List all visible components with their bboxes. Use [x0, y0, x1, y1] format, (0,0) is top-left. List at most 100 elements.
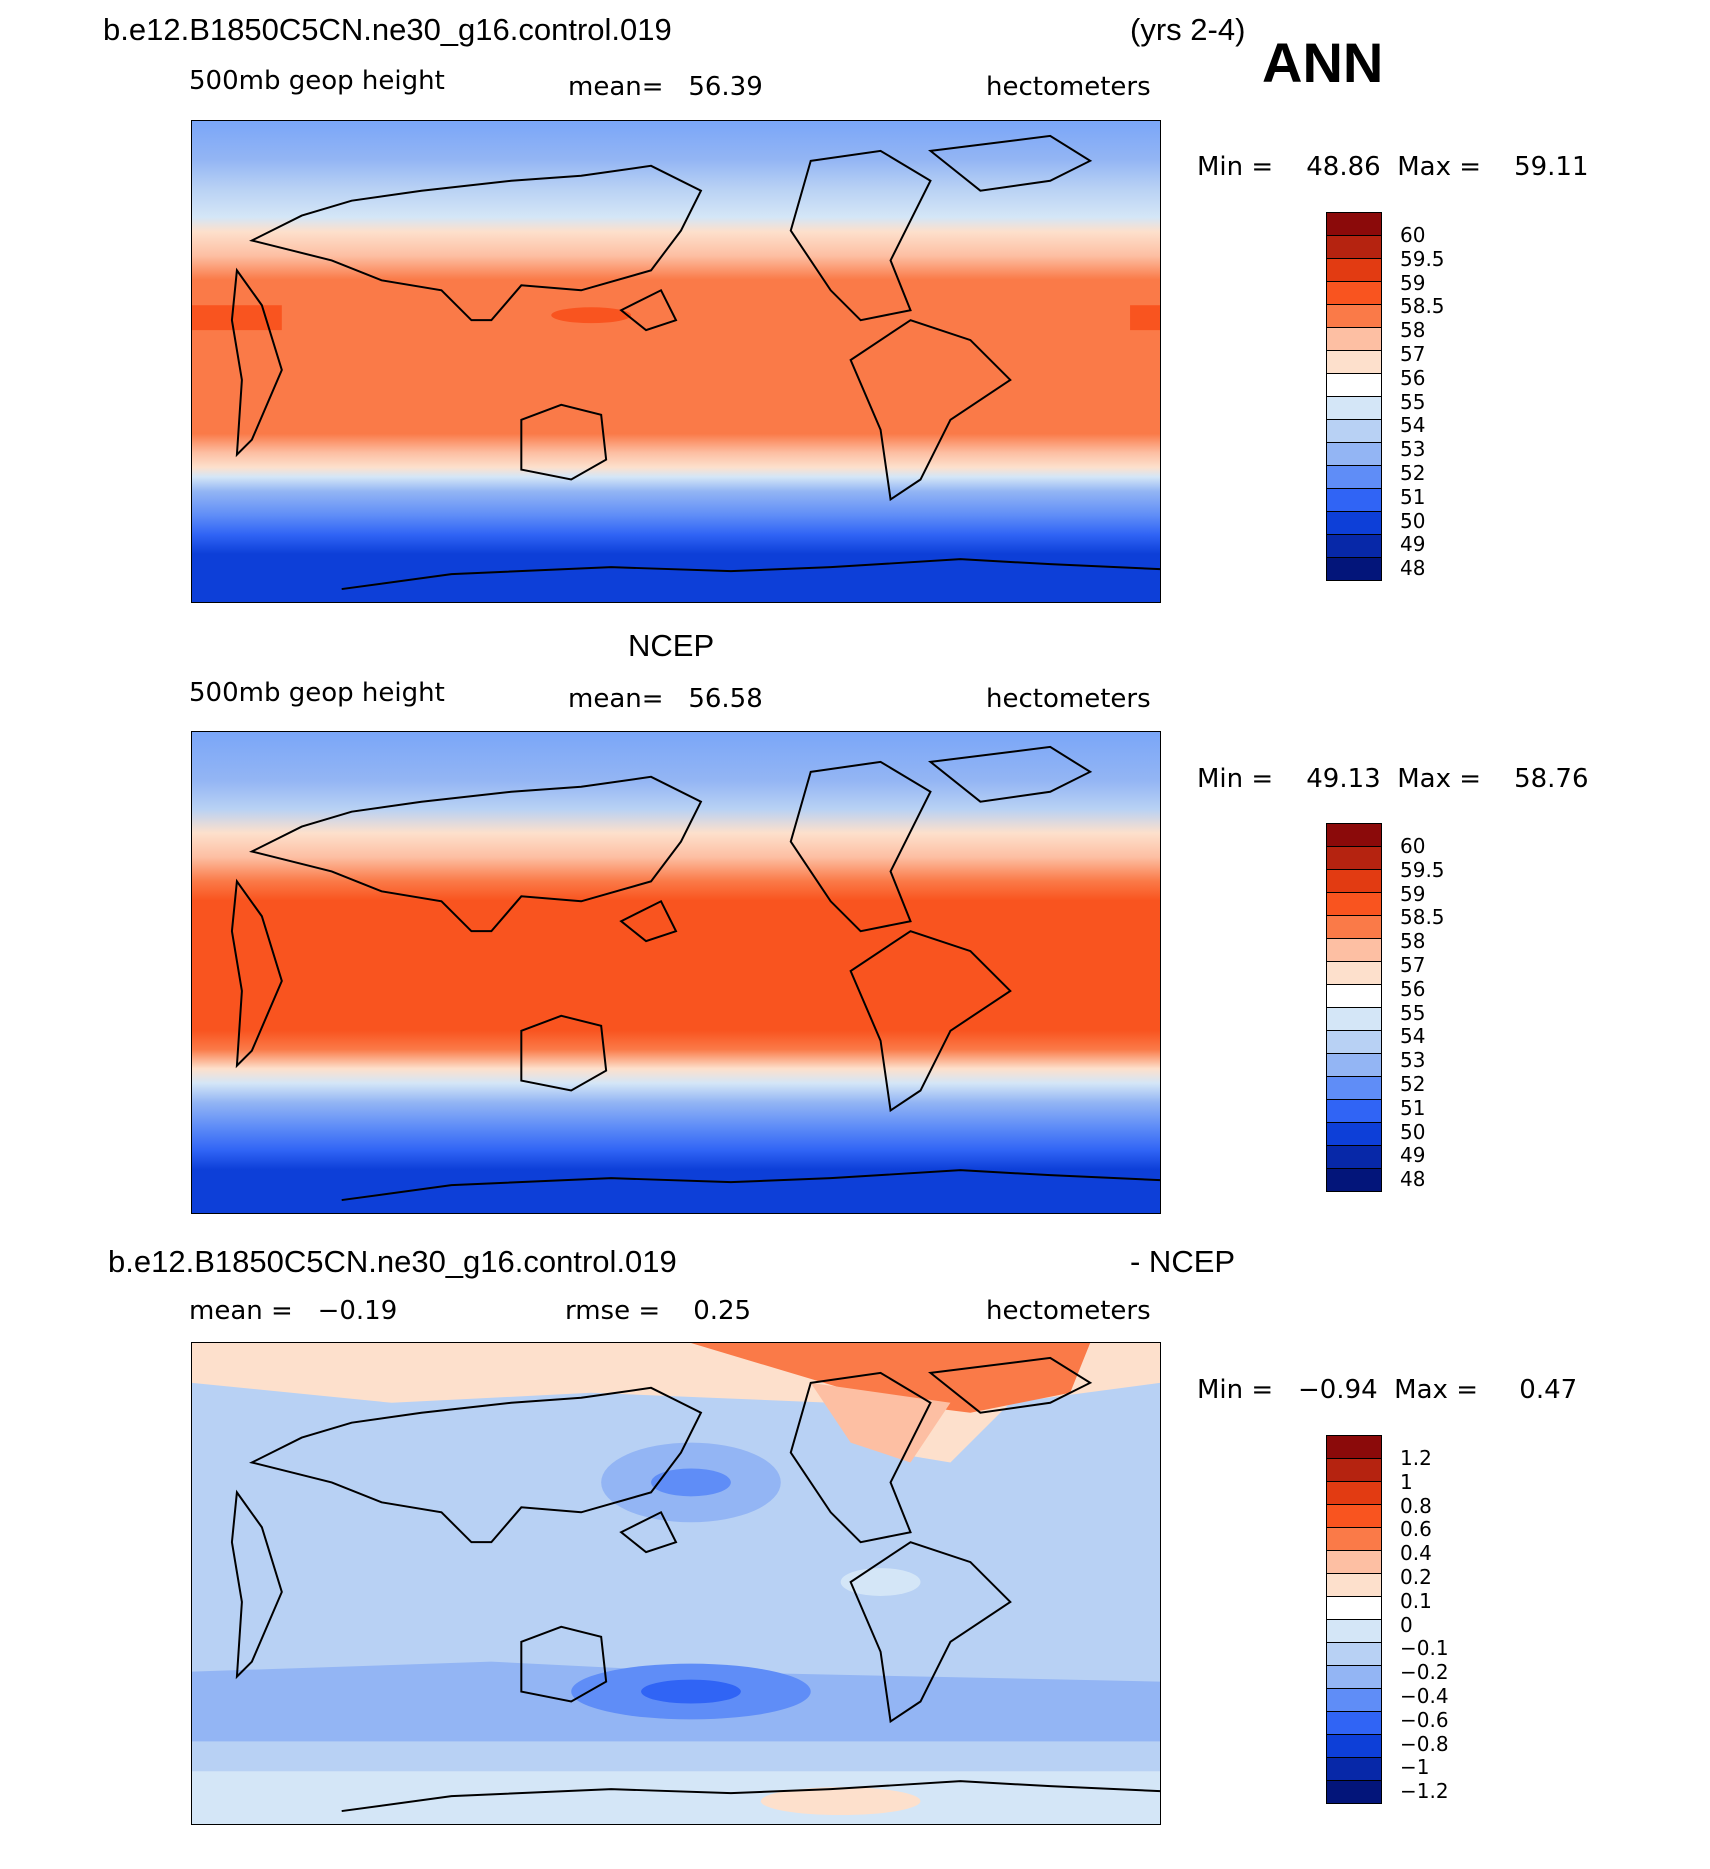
- colorbar-label: 54: [1400, 413, 1426, 438]
- colorbar-cell: [1326, 846, 1382, 870]
- panel1-colorbar: [1326, 212, 1382, 581]
- colorbar-label: 58: [1400, 929, 1426, 954]
- colorbar-cell: [1326, 984, 1382, 1008]
- colorbar-label: 52: [1400, 461, 1426, 485]
- colorbar-cell: [1326, 350, 1382, 374]
- colorbar-cell: [1326, 1665, 1382, 1689]
- colorbar-label: 57: [1400, 342, 1426, 366]
- panel2-map: [191, 731, 1161, 1214]
- colorbar-label: 0.2: [1400, 1565, 1432, 1589]
- colorbar-cell: [1326, 1711, 1382, 1735]
- colorbar-cell: [1326, 1527, 1382, 1551]
- colorbar-cell: [1326, 1573, 1382, 1597]
- colorbar-label: 55: [1400, 389, 1426, 414]
- colorbar-label: 0.8: [1400, 1493, 1432, 1518]
- colorbar-label: −0.2: [1400, 1660, 1449, 1685]
- colorbar-cell: [1326, 1688, 1382, 1712]
- panel3-map: [191, 1342, 1161, 1825]
- colorbar-label: 1.2: [1400, 1446, 1432, 1470]
- colorbar-cell: [1326, 1122, 1382, 1146]
- colorbar-cell: [1326, 1435, 1382, 1459]
- colorbar-label: 58.5: [1400, 294, 1445, 319]
- colorbar-label: −1: [1400, 1755, 1430, 1780]
- colorbar-cell: [1326, 534, 1382, 558]
- colorbar-cell: [1326, 1504, 1382, 1528]
- panel1-units: hectometers: [986, 72, 1151, 102]
- colorbar-cell: [1326, 961, 1382, 985]
- colorbar-cell: [1326, 327, 1382, 351]
- colorbar-cell: [1326, 396, 1382, 420]
- colorbar-cell: [1326, 1007, 1382, 1031]
- colorbar-cell: [1326, 419, 1382, 443]
- panel3-mean: mean = −0.19: [189, 1296, 398, 1326]
- colorbar-cell: [1326, 938, 1382, 962]
- colorbar-label: 60: [1400, 223, 1426, 247]
- panel3-title-right: - NCEP: [1130, 1244, 1236, 1279]
- colorbar-cell: [1326, 212, 1382, 236]
- colorbar-cell: [1326, 488, 1382, 512]
- colorbar-label: 58: [1400, 318, 1426, 343]
- panel2-map-svg: [192, 732, 1160, 1213]
- colorbar-label: 0.4: [1400, 1541, 1432, 1566]
- colorbar-label: 60: [1400, 834, 1426, 858]
- panel1-map-svg: [192, 121, 1160, 602]
- colorbar-label: 49: [1400, 1143, 1426, 1168]
- panel1-map: [191, 120, 1161, 603]
- colorbar-label: 59: [1400, 881, 1426, 906]
- colorbar-cell: [1326, 1734, 1382, 1758]
- colorbar-label: −0.4: [1400, 1684, 1449, 1708]
- colorbar-cell: [1326, 915, 1382, 939]
- colorbar-cell: [1326, 1458, 1382, 1482]
- coastlines: [230, 134, 1160, 591]
- panel1-mean: mean= 56.39: [568, 72, 763, 102]
- colorbar-cell: [1326, 304, 1382, 328]
- panel3-colorbar: [1326, 1435, 1382, 1804]
- colorbar-cell: [1326, 281, 1382, 305]
- colorbar-cell: [1326, 465, 1382, 489]
- colorbar-label: −0.1: [1400, 1636, 1449, 1661]
- colorbar-cell: [1326, 258, 1382, 282]
- colorbar-cell: [1326, 442, 1382, 466]
- panel3-minmax: Min = −0.94 Max = 0.47: [1197, 1375, 1578, 1405]
- colorbar-cell: [1326, 1481, 1382, 1505]
- colorbar-label: 55: [1400, 1000, 1426, 1025]
- colorbar-label: 51: [1400, 1095, 1426, 1120]
- colorbar-cell: [1326, 1145, 1382, 1169]
- colorbar-label: −0.8: [1400, 1731, 1449, 1756]
- colorbar-cell: [1326, 892, 1382, 916]
- colorbar-cell: [1326, 1757, 1382, 1781]
- colorbar-label: 48: [1400, 556, 1426, 581]
- case-title: b.e12.B1850C5CN.ne30_g16.control.019: [103, 12, 672, 47]
- colorbar-label: 54: [1400, 1024, 1426, 1049]
- colorbar-cell: [1326, 869, 1382, 893]
- colorbar-label: 50: [1400, 508, 1426, 533]
- colorbar-cell: [1326, 235, 1382, 259]
- panel1-minmax: Min = 48.86 Max = 59.11: [1197, 152, 1589, 182]
- colorbar-label: 56: [1400, 365, 1426, 390]
- colorbar-label: 59.5: [1400, 857, 1445, 882]
- colorbar-label: 53: [1400, 437, 1426, 462]
- colorbar-cell: [1326, 511, 1382, 535]
- colorbar-label: 0.1: [1400, 1588, 1432, 1613]
- season-label: ANN: [1262, 31, 1384, 94]
- colorbar-label: 0: [1400, 1612, 1413, 1637]
- panel2-title: NCEP: [628, 628, 715, 663]
- panel3-map-svg: [192, 1343, 1160, 1824]
- colorbar-cell: [1326, 1780, 1382, 1804]
- colorbar-label: 49: [1400, 532, 1426, 557]
- panel2-minmax: Min = 49.13 Max = 58.76: [1197, 764, 1589, 794]
- panel1-variable: 500mb geop height: [189, 66, 445, 96]
- colorbar-label: 57: [1400, 953, 1426, 977]
- colorbar-label: 1: [1400, 1469, 1413, 1494]
- colorbar-label: 51: [1400, 484, 1426, 509]
- colorbar-label: 53: [1400, 1048, 1426, 1073]
- colorbar-label: 56: [1400, 976, 1426, 1001]
- colorbar-label: 50: [1400, 1119, 1426, 1144]
- years-label: (yrs 2-4): [1130, 12, 1246, 47]
- colorbar-cell: [1326, 1168, 1382, 1192]
- colorbar-label: 48: [1400, 1167, 1426, 1192]
- colorbar-label: 58.5: [1400, 905, 1445, 930]
- panel2-colorbar: [1326, 823, 1382, 1192]
- panel2-mean: mean= 56.58: [568, 684, 763, 714]
- panel2-units: hectometers: [986, 684, 1151, 714]
